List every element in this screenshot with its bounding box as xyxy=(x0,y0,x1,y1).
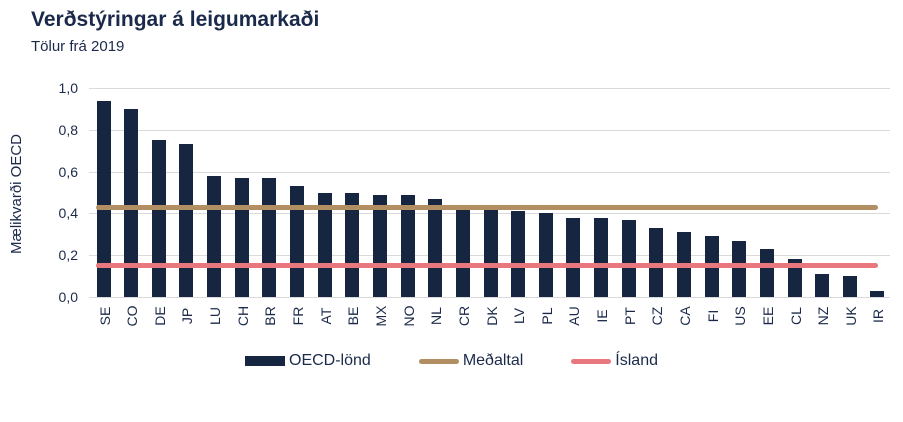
y-tick-label: 0,4 xyxy=(58,205,78,222)
bar-be xyxy=(345,192,360,297)
x-label-cr: CR xyxy=(455,305,472,327)
x-label-mx: MX xyxy=(372,305,389,327)
x-label-us: US xyxy=(732,306,749,326)
legend-swatch-oecd xyxy=(245,356,285,366)
y-tick-label: 0,0 xyxy=(58,289,78,305)
x-label-lv: LV xyxy=(511,307,528,325)
x-label-lu: LU xyxy=(207,307,224,325)
chart-subtitle: Tölur frá 2019 xyxy=(31,38,125,55)
x-label-se: SE xyxy=(96,306,113,326)
bar-de xyxy=(151,140,166,298)
x-label-ca: CA xyxy=(676,306,693,326)
y-tick-label: 0,6 xyxy=(58,163,78,180)
bar-lv xyxy=(511,211,526,297)
bar-at xyxy=(317,192,332,297)
bar-us xyxy=(732,240,747,297)
bar-mx xyxy=(372,194,387,297)
bar-no xyxy=(400,194,415,297)
legend-label-average: Meðaltal xyxy=(462,352,524,369)
gridline xyxy=(89,88,890,89)
bar-co xyxy=(124,108,139,297)
gridline xyxy=(89,171,890,173)
bar-lu xyxy=(207,175,222,297)
bar-fr xyxy=(290,186,304,297)
x-label-dk: DK xyxy=(483,306,500,326)
x-label-cl: CL xyxy=(787,307,804,325)
legend-item-oecd: OECD-lönd xyxy=(245,352,371,370)
bar-ie xyxy=(594,217,608,297)
legend: OECD-lönd Meðaltal Ísland xyxy=(0,350,903,372)
x-label-ch: CH xyxy=(234,305,251,327)
legend-swatch-average xyxy=(418,358,459,364)
x-label-au: AU xyxy=(566,306,583,326)
bar-dk xyxy=(483,209,498,297)
bar-uk xyxy=(842,276,857,297)
bar-cz xyxy=(649,228,664,297)
bar-cr xyxy=(455,207,470,297)
bar-nl xyxy=(428,198,443,297)
bar-ee xyxy=(759,248,774,297)
plot-area xyxy=(89,88,890,298)
bar-nz xyxy=(815,274,830,297)
x-label-pl: PL xyxy=(538,307,555,325)
x-label-ie: IE xyxy=(594,309,610,323)
x-label-fr: FR xyxy=(290,306,306,326)
x-label-pt: PT xyxy=(621,307,638,325)
bar-jp xyxy=(179,144,194,297)
legend-label-iceland: Ísland xyxy=(615,352,658,369)
x-label-br: BR xyxy=(262,306,279,326)
chart-title: Verðstýringar á leigumarkaði xyxy=(31,8,320,31)
y-tick-label: 1,0 xyxy=(58,80,78,96)
legend-swatch-iceland xyxy=(571,358,612,364)
ref-line-mealtal xyxy=(96,204,878,210)
bar-se xyxy=(96,100,111,297)
bar-pt xyxy=(621,219,636,297)
x-label-at: AT xyxy=(317,307,334,325)
x-label-fi: FI xyxy=(704,309,721,323)
bar-ir xyxy=(870,290,885,297)
bar-au xyxy=(566,217,581,297)
x-label-co: CO xyxy=(124,305,141,327)
y-tick-label: 0,2 xyxy=(58,247,78,264)
legend-item-iceland: Ísland xyxy=(571,352,658,370)
gridline xyxy=(89,297,890,298)
y-tick-label: 0,8 xyxy=(58,121,78,138)
x-label-cz: CZ xyxy=(649,306,666,326)
x-label-no: NO xyxy=(400,305,417,327)
bar-br xyxy=(262,177,277,297)
x-label-de: DE xyxy=(151,306,168,326)
x-label-be: BE xyxy=(345,306,362,326)
ref-line-sland xyxy=(96,263,878,269)
y-axis-title: Mælikvarði OECD xyxy=(8,134,25,255)
bar-pl xyxy=(538,213,553,297)
x-label-uk: UK xyxy=(842,306,859,326)
x-label-ee: EE xyxy=(759,306,776,326)
x-label-nz: NZ xyxy=(815,306,832,326)
legend-item-average: Meðaltal xyxy=(418,352,524,370)
x-label-nl: NL xyxy=(428,307,445,325)
gridline xyxy=(89,129,890,131)
bar-cl xyxy=(787,259,802,297)
legend-label-oecd: OECD-lönd xyxy=(289,352,371,369)
x-label-jp: JP xyxy=(179,307,196,325)
x-label-ir: IR xyxy=(870,309,887,323)
bar-ch xyxy=(234,177,249,297)
